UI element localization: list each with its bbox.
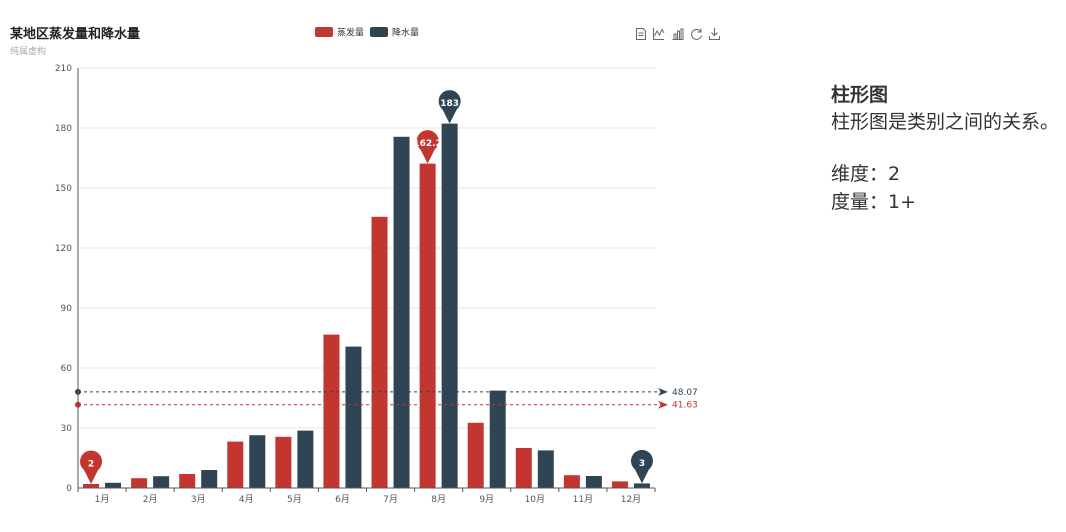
bar[interactable] [489, 390, 506, 488]
bar[interactable] [371, 216, 388, 489]
bar[interactable] [515, 448, 532, 488]
bar[interactable] [563, 475, 580, 488]
restore-icon[interactable] [691, 28, 702, 40]
bar[interactable] [345, 346, 362, 488]
bar[interactable] [467, 422, 484, 488]
bar[interactable] [153, 476, 170, 488]
bar[interactable] [249, 435, 266, 488]
bar[interactable] [633, 483, 650, 488]
y-tick-label: 180 [55, 124, 72, 134]
pin-shape [438, 90, 461, 124]
bar[interactable] [131, 478, 148, 488]
legend-swatch [315, 27, 333, 37]
side-panel: 柱形图 柱形图是类别之间的关系。 维度：2 度量：1+ [831, 82, 1066, 216]
marker-pin: 162.2 [413, 130, 442, 164]
grid [78, 67, 655, 429]
pin-value: 162.2 [413, 139, 441, 149]
bar[interactable] [393, 136, 410, 489]
bar[interactable] [275, 436, 292, 488]
bar[interactable] [105, 482, 122, 488]
chart-subtitle: 纯属虚构 [10, 45, 46, 57]
bar[interactable] [611, 481, 628, 488]
legend-label: 降水量 [392, 27, 419, 39]
bars [83, 123, 650, 489]
x-tick-label: 10月 [525, 494, 545, 505]
legend-item-precipitation[interactable]: 降水量 [370, 27, 419, 39]
line-chart-icon[interactable] [653, 28, 665, 40]
x-tick-label: 9月 [479, 494, 494, 505]
markers: 162.2 2 183 3 [80, 90, 653, 484]
average-arrow [658, 400, 668, 409]
x-tick-label: 11月 [573, 494, 593, 505]
bar[interactable] [585, 476, 602, 488]
bar[interactable] [297, 430, 314, 488]
average-arrow [658, 387, 668, 396]
y-tick-label: 0 [66, 484, 72, 494]
average-lines: 41.63 48.07 [75, 387, 698, 411]
legend-item-evaporation[interactable]: 蒸发量 [315, 27, 364, 39]
data-view-icon[interactable] [636, 28, 646, 40]
y-tick-label: 210 [55, 64, 72, 74]
legend-label: 蒸发量 [337, 27, 364, 39]
x-tick-label: 8月 [431, 494, 446, 505]
x-tick-label: 7月 [383, 494, 398, 505]
bar-chart-icon[interactable] [672, 28, 684, 40]
bar[interactable] [323, 334, 340, 488]
y-tick-label: 60 [61, 364, 73, 374]
legend: 蒸发量 降水量 [315, 27, 419, 39]
bar[interactable] [537, 450, 554, 488]
marker-pin: 2 [80, 450, 103, 484]
x-tick-label: 1月 [95, 494, 110, 505]
pin-value: 2 [88, 460, 94, 470]
y-tick-label: 120 [55, 244, 72, 254]
x-tick-label: 2月 [143, 494, 158, 505]
bar[interactable] [179, 474, 196, 488]
bar[interactable] [441, 123, 458, 488]
bar[interactable] [83, 484, 100, 488]
pin-shape [80, 450, 103, 484]
pin-value: 3 [639, 459, 645, 469]
axes: 0 30 60 90 120 150 180 210 1月 2月 3月 4月 5月 6月 7月 8月 9月 10月… [55, 64, 656, 505]
bar[interactable] [227, 441, 244, 488]
side-measure: 度量：1+ [831, 191, 917, 213]
side-description: 柱形图是类别之间的关系。 [831, 111, 1060, 133]
x-tick-label: 4月 [239, 494, 254, 505]
x-tick-label: 12月 [621, 494, 641, 505]
y-tick-label: 90 [61, 304, 73, 314]
y-tick-label: 150 [55, 184, 72, 194]
bar[interactable] [419, 163, 436, 488]
side-dimension: 维度：2 [831, 163, 901, 185]
marker-pin: 183 [438, 90, 461, 124]
average-value: 48.07 [672, 388, 698, 398]
average-value: 41.63 [672, 401, 698, 411]
bar[interactable] [201, 470, 218, 488]
save-image-icon[interactable] [709, 28, 720, 40]
legend-swatch [370, 27, 388, 37]
x-tick-label: 6月 [335, 494, 350, 505]
side-title: 柱形图 [831, 84, 889, 106]
toolbox [636, 28, 720, 40]
pin-shape [630, 449, 653, 484]
chart-title: 某地区蒸发量和降水量 [9, 26, 140, 42]
pin-shape [416, 130, 439, 164]
pin-value: 183 [440, 99, 459, 109]
x-tick-label: 5月 [287, 494, 302, 505]
marker-pin: 3 [630, 449, 653, 484]
y-tick-label: 30 [61, 424, 73, 434]
x-tick-label: 3月 [191, 494, 206, 505]
